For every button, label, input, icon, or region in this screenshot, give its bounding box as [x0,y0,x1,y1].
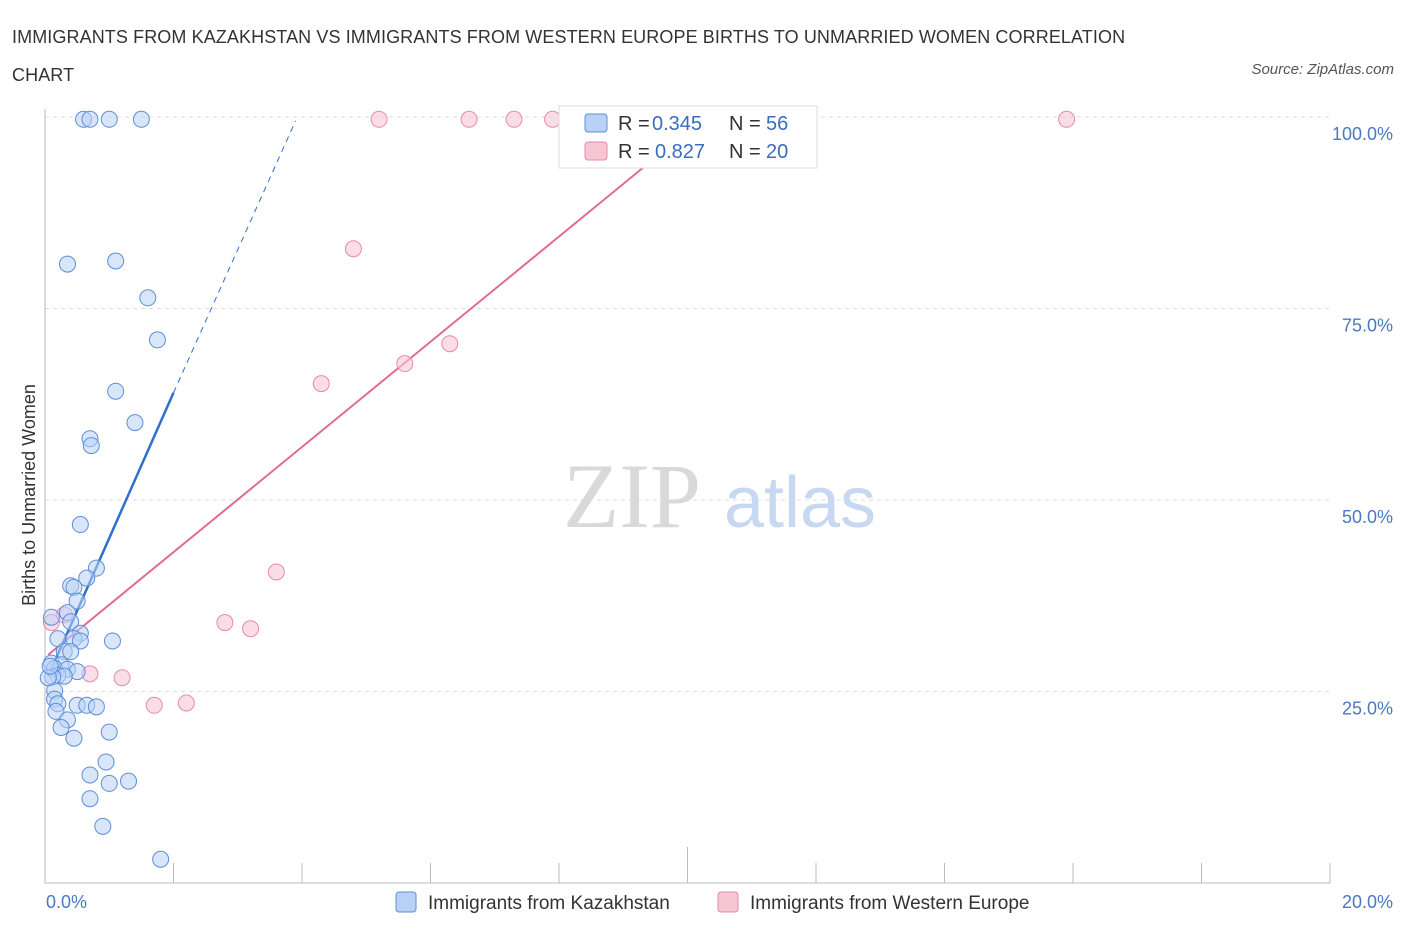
legend-r-value: 0.827 [655,141,705,163]
point-kazakhstan [107,382,125,400]
point-kazakhstan [71,516,89,534]
point-kazakhstan [58,255,76,273]
x-tick-labels: 0.0% 20.0% [46,892,1393,912]
point-kazakhstan [62,613,80,631]
correlation-legend: R = 0.345 N = 56 R = 0.827 N = 20 [558,105,818,169]
x-tick-label: 20.0% [1342,892,1393,912]
point-kazakhstan [82,437,100,455]
point-kazakhstan [71,632,89,650]
legend-r-label: R = [618,141,650,163]
watermark-zip: ZIP [563,445,701,547]
point-kazakhstan [126,414,144,432]
trend-line-western-europe [47,120,701,656]
legend-n-value: 56 [766,113,788,135]
point-kazakhstan [87,698,105,716]
x-tick-label: 0.0% [46,892,87,912]
point-kazakhstan [68,592,86,610]
point-kazakhstan [65,729,83,747]
point-western-europe [544,110,562,128]
point-western-europe [370,110,388,128]
data-points [39,110,1076,868]
y-tick-label: 100.0% [1332,124,1393,144]
point-kazakhstan [65,578,83,596]
point-kazakhstan [148,331,166,349]
y-tick-label: 75.0% [1342,316,1393,336]
axes [44,109,1331,884]
point-kazakhstan [100,110,118,128]
point-kazakhstan [42,608,60,626]
point-kazakhstan [81,790,99,808]
series-legend: Immigrants from Kazakhstan Immigrants fr… [395,891,1029,914]
trend-line-kazakhstan-extension [173,120,297,393]
legend-n-label: N = [729,141,761,163]
legend-label-kazakhstan: Immigrants from Kazakhstan [428,893,670,914]
legend-n-value: 20 [766,141,788,163]
source-label: Source: ZipAtlas.com [1251,61,1394,78]
legend-swatch-pink [584,141,608,161]
point-kazakhstan [81,766,99,784]
y-tick-labels: 25.0% 50.0% 75.0% 100.0% [1332,124,1393,719]
legend-r-value: 0.345 [652,113,702,135]
point-western-europe [441,335,459,353]
legend-swatch-kazakhstan [395,891,417,913]
point-western-europe [505,110,523,128]
point-western-europe [216,614,234,632]
point-kazakhstan [107,252,125,270]
point-kazakhstan [139,289,157,307]
legend-r-label: R = [618,113,650,135]
point-western-europe [396,355,414,373]
point-kazakhstan [100,774,118,792]
point-kazakhstan [41,657,59,675]
point-kazakhstan [120,772,138,790]
legend-label-western-europe: Immigrants from Western Europe [750,893,1029,914]
point-kazakhstan [132,110,150,128]
point-kazakhstan [100,723,118,741]
point-kazakhstan [94,817,112,835]
grid-lines [45,116,1330,692]
y-tick-label: 25.0% [1342,699,1393,719]
point-western-europe [145,696,163,714]
chart-title: IMMIGRANTS FROM KAZAKHSTAN VS IMMIGRANTS… [12,27,1126,85]
point-kazakhstan [103,632,121,650]
legend-swatch-western-europe [717,891,739,913]
point-kazakhstan [62,643,80,661]
legend-n-label: N = [729,113,761,135]
point-western-europe [113,669,131,687]
trend-lines [47,120,701,677]
point-western-europe [177,694,195,712]
legend-swatch-blue [584,113,608,133]
y-tick-label: 50.0% [1342,507,1393,527]
point-kazakhstan [78,569,96,587]
point-western-europe [460,110,478,128]
point-kazakhstan [52,719,70,737]
point-western-europe [344,240,362,258]
y-axis-title: Births to Unmarried Women [19,384,39,606]
point-western-europe [242,620,260,638]
point-kazakhstan [97,753,115,771]
watermark: ZIP atlas [563,445,876,547]
watermark-atlas: atlas [724,463,876,543]
point-kazakhstan [152,850,170,868]
point-western-europe [312,375,330,393]
point-western-europe [1058,110,1076,128]
point-kazakhstan [81,110,99,128]
point-kazakhstan [47,702,65,720]
point-western-europe [267,563,285,581]
